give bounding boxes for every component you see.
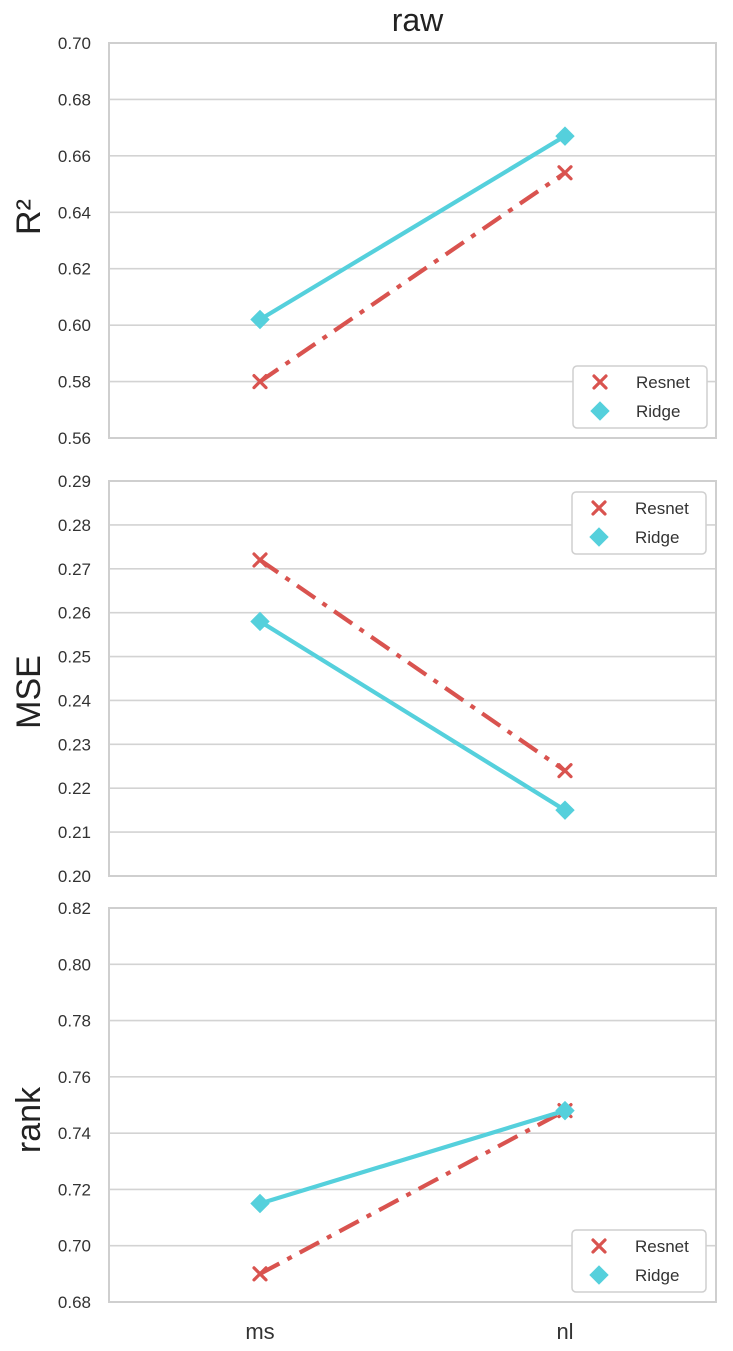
chart-panel-1: 0.56 0.58 0.60 0.62 0.64 0.66 0.68 0.70 raw R² Res… [10, 2, 717, 448]
legend-label-ridge: Ridge [635, 1266, 679, 1285]
point-ridge [555, 800, 575, 820]
chart-title: raw [392, 2, 444, 38]
y-tick-label: 0.78 [58, 1012, 91, 1031]
y-tick-label: 0.80 [58, 955, 91, 974]
y-axis-label: R² [10, 199, 48, 235]
point-ridge [250, 1193, 270, 1214]
legend: Resnet Ridge [571, 491, 707, 555]
y-tick-label: 0.56 [58, 429, 91, 448]
plot-frame [108, 480, 717, 877]
legend: Resnet Ridge [571, 1229, 707, 1293]
plot-frame [108, 907, 717, 1303]
chart-panel-2: 0.20 0.21 0.22 0.23 0.24 0.25 0.26 0.27 0.28 0.29… [10, 472, 717, 886]
legend-label-ridge: Ridge [636, 402, 680, 421]
y-tick-label: 0.60 [58, 316, 91, 335]
y-tick-label: 0.68 [58, 90, 91, 109]
legend-label-resnet: Resnet [635, 1237, 689, 1256]
x-tick-label: ms [245, 1319, 274, 1344]
y-tick-label: 0.66 [58, 147, 91, 166]
series-line-ridge [259, 1108, 566, 1206]
legend-label-ridge: Ridge [635, 528, 679, 547]
y-tick-label: 0.28 [58, 516, 91, 535]
point-ridge [250, 309, 270, 330]
legend-marker-resnet [592, 374, 608, 390]
y-tick-label: 0.27 [58, 560, 91, 579]
point-resnet [252, 373, 268, 390]
y-tick-label: 0.24 [58, 691, 91, 710]
y-tick-label: 0.64 [58, 203, 91, 222]
y-tick-label: 0.29 [58, 472, 91, 491]
legend-label-resnet: Resnet [636, 373, 690, 392]
legend-marker-resnet [591, 1238, 607, 1254]
y-tick-label: 0.25 [58, 648, 91, 667]
series-line-resnet [259, 1108, 566, 1276]
y-tick-label: 0.72 [58, 1180, 91, 1199]
y-tick-label: 0.26 [58, 604, 91, 623]
point-resnet [557, 165, 573, 181]
y-tick-label: 0.20 [58, 867, 91, 886]
legend-marker-ridge [589, 1265, 609, 1285]
y-tick-label: 0.76 [58, 1068, 91, 1087]
y-tick-label: 0.68 [58, 1293, 91, 1312]
y-tick-label: 0.62 [58, 260, 91, 279]
series-line-resnet [258, 558, 567, 773]
y-tick-label: 0.58 [58, 373, 91, 392]
legend-marker-resnet [591, 500, 607, 516]
x-tick-label: nl [556, 1319, 573, 1344]
point-resnet [252, 552, 268, 568]
legend-label-resnet: Resnet [635, 499, 689, 518]
point-ridge [250, 611, 270, 632]
y-tick-label: 0.74 [58, 1124, 91, 1143]
point-ridge [555, 126, 575, 146]
y-axis-label: MSE [10, 655, 48, 729]
y-tick-label: 0.70 [58, 1237, 91, 1256]
plot-frame [108, 42, 717, 439]
series-line-ridge [258, 619, 567, 812]
legend-marker-ridge [589, 527, 609, 547]
point-resnet [557, 763, 573, 779]
series-line-ridge [258, 134, 567, 322]
y-tick-label: 0.70 [58, 34, 91, 53]
legend-marker-ridge [590, 401, 610, 421]
point-ridge [555, 1100, 575, 1121]
y-tick-label: 0.82 [58, 899, 91, 918]
legend: Resnet Ridge [572, 365, 708, 429]
y-tick-label: 0.22 [58, 779, 91, 798]
chart-panel-3: 0.68 0.70 0.72 0.74 0.76 0.78 0.80 0.82 rank Resn… [10, 899, 717, 1344]
point-resnet [252, 1266, 268, 1282]
series-line-resnet [258, 171, 567, 384]
y-axis-label: rank [10, 1086, 48, 1153]
y-tick-label: 0.23 [58, 735, 91, 754]
y-tick-label: 0.21 [58, 823, 91, 842]
